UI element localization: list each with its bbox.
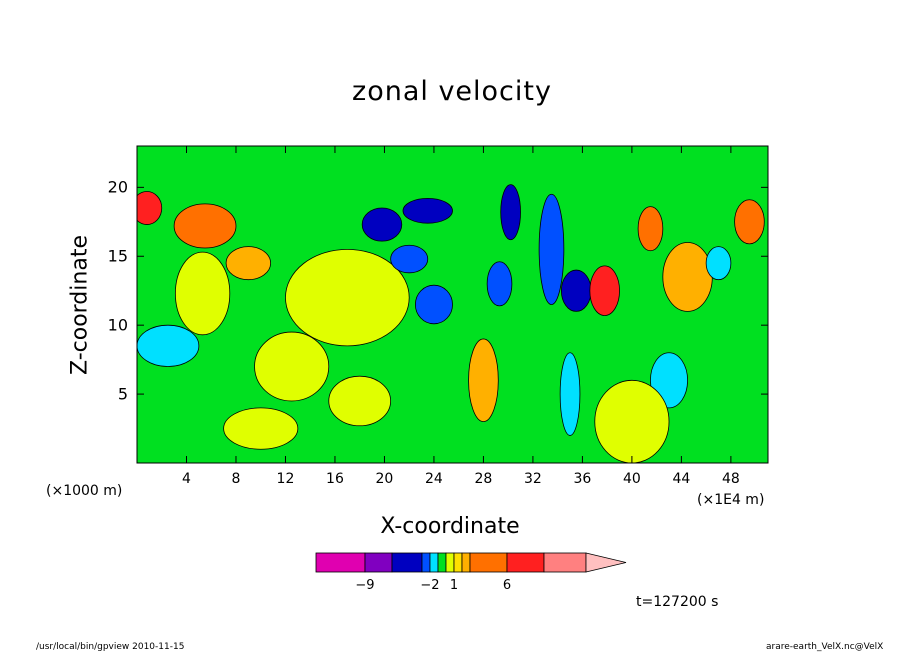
colorbar-overflow-arrow xyxy=(585,552,627,573)
contour-region-15 xyxy=(589,265,620,316)
y-tick-marks xyxy=(137,186,768,395)
x-tick-label: 24 xyxy=(425,471,443,487)
colorbar-bin-8 xyxy=(461,552,471,573)
colorbar-bin-3 xyxy=(421,552,431,573)
contour-region-9 xyxy=(390,244,429,274)
colorbar-bin-6 xyxy=(445,552,455,573)
colorbar-bin-5 xyxy=(437,552,447,573)
contour-region-5 xyxy=(285,248,410,347)
contour-region-23 xyxy=(559,352,581,436)
x-tick-label: 4 xyxy=(182,471,191,487)
contour-region-10 xyxy=(414,284,453,325)
colorbar-bin-0 xyxy=(315,552,366,573)
colorbar-label: 1 xyxy=(449,578,459,593)
y-tick-label: 20 xyxy=(107,177,128,197)
contour-regions xyxy=(137,184,765,463)
x-tick-label: 28 xyxy=(474,471,493,487)
contour-region-7 xyxy=(361,207,403,242)
y-tick-label: 15 xyxy=(107,246,128,266)
contour-region-24 xyxy=(223,407,299,450)
x-tick-label: 48 xyxy=(721,471,740,487)
contour-region-8 xyxy=(402,197,453,224)
contour-region-17 xyxy=(662,242,713,312)
plot-frame xyxy=(136,145,769,464)
colorbar-bin-11 xyxy=(543,552,587,573)
x-tick-label: 36 xyxy=(573,471,592,487)
contour-region-13 xyxy=(538,193,565,305)
x-unit-label: (×1E4 m) xyxy=(697,492,765,508)
contour-region-21 xyxy=(594,379,670,463)
x-axis-label: X-coordinate xyxy=(380,514,520,539)
colorbar-label: 6 xyxy=(502,578,512,593)
x-tick-label: 8 xyxy=(231,471,241,487)
contour-region-11 xyxy=(486,261,513,307)
contour-region-3 xyxy=(137,324,200,367)
x-tick-label: 12 xyxy=(276,471,295,487)
x-tick-label: 32 xyxy=(523,471,542,487)
colorbar-bin-10 xyxy=(506,552,545,573)
x-tick-label: 40 xyxy=(622,471,641,487)
contour-region-6 xyxy=(254,331,330,402)
chart-title: zonal velocity xyxy=(352,76,552,107)
contour-region-16 xyxy=(637,206,664,252)
contour-region-14 xyxy=(560,269,592,312)
y-tick-label: 10 xyxy=(107,315,128,335)
colorbar-bin-4 xyxy=(429,552,439,573)
footer-left: /usr/local/bin/gpview 2010-11-15 xyxy=(36,642,185,652)
contour-region-18 xyxy=(734,199,765,245)
y-unit-label: (×1000 m) xyxy=(46,483,123,499)
colorbar-label: −9 xyxy=(355,578,375,593)
contour-region-19 xyxy=(705,246,732,281)
contour-region-22 xyxy=(468,338,499,423)
colorbar-bin-1 xyxy=(364,552,393,573)
contour-region-25 xyxy=(328,375,392,427)
y-axis-label: Z-coordinate xyxy=(67,235,93,375)
y-tick-label: 5 xyxy=(117,384,128,404)
x-tick-marks xyxy=(185,146,732,463)
colorbar-label: −2 xyxy=(420,578,440,593)
colorbar-bin-7 xyxy=(453,552,463,573)
contour-region-2 xyxy=(174,251,231,336)
x-tick-label: 16 xyxy=(326,471,344,487)
footer-right: arare-earth_VelX.nc@VelX xyxy=(766,642,884,652)
colorbar-bin-9 xyxy=(469,552,508,573)
contour-region-4 xyxy=(225,246,272,281)
colorbar xyxy=(315,552,627,573)
contour-region-0 xyxy=(137,191,163,225)
contour-region-12 xyxy=(500,184,521,241)
x-tick-label: 44 xyxy=(672,471,691,487)
time-label: t=127200 s xyxy=(636,594,719,610)
contour-region-1 xyxy=(173,203,237,249)
x-tick-label: 20 xyxy=(375,471,394,487)
colorbar-bin-2 xyxy=(391,552,423,573)
